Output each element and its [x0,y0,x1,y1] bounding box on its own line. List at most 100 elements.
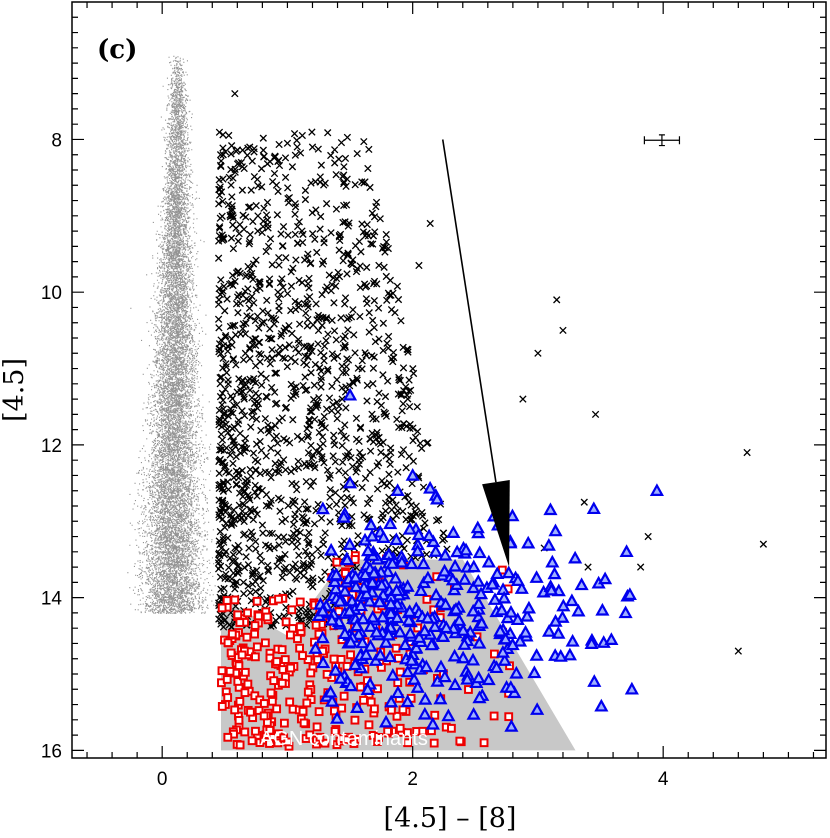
cross-point [257,381,266,389]
cross-point [252,256,260,264]
cross-point [273,439,282,447]
cross-point [288,329,296,338]
y-tick-label: 12 [41,436,62,457]
cross-point [386,460,394,469]
cross-point [376,215,384,223]
cross-point [534,349,542,357]
cross-point [329,401,337,409]
triangle-point [407,672,422,685]
square-point [226,648,236,658]
cross-point [275,261,283,269]
square-point [302,698,312,708]
cross-point [266,335,275,343]
cross-point [287,354,295,362]
cross-point [358,178,366,186]
triangle-point [390,610,405,624]
cross-point [341,294,350,302]
cross-point [251,545,260,553]
cross-point [318,260,327,268]
cross-point [245,544,253,552]
triangle-point [332,593,348,607]
cross-point [275,554,284,562]
square-point [259,711,269,721]
cross-point [329,452,337,460]
cross-point [322,315,331,323]
cross-point [279,456,288,464]
cross-point [254,212,262,220]
cross-point [285,439,294,447]
cross-point [303,322,311,330]
cross-point [375,261,383,270]
cross-point [266,235,275,243]
triangle-point [385,667,400,681]
triangle-point [504,719,519,732]
cross-point [265,529,274,537]
cross-point [426,219,434,228]
cross-point [215,191,224,199]
cross-point [304,576,313,584]
cross-point [308,128,316,136]
square-point [398,705,408,715]
triangle-point [438,597,453,610]
square-point [490,649,499,659]
square-point [233,677,243,686]
square-point [370,704,379,714]
triangle-point [622,587,637,600]
square-point [254,611,263,621]
cross-point [227,511,235,519]
triangle-point [343,634,358,648]
cross-point [366,468,374,477]
cross-point [404,492,412,500]
triangle-point [445,572,460,586]
cross-point [404,345,412,354]
cross-point [395,373,403,382]
cross-point [339,172,347,181]
x-tick-label: 2 [407,769,418,790]
cross-point [302,612,311,620]
cross-point [273,211,282,219]
cross-point [281,515,290,523]
cross-point [310,381,319,389]
cross-point [237,378,246,386]
cross-point [342,434,350,442]
square-point [329,654,339,664]
cross-point [342,404,350,412]
cross-point [359,228,368,236]
triangle-point [420,610,435,624]
y-tick-label: 10 [41,283,62,304]
cross-point [343,493,351,502]
triangle-point [417,623,432,637]
square-point [233,610,243,620]
cross-point [384,332,393,341]
cross-point [329,274,338,282]
triangle-point [413,583,429,597]
cross-point [315,314,323,323]
cross-point [324,367,332,375]
cross-point [342,383,350,391]
cross-point [287,380,295,389]
cross-point [361,349,369,357]
cross-point [283,139,292,147]
cross-point [217,446,225,454]
cross-point [245,304,254,312]
triangle-point [481,554,496,568]
square-point [259,699,269,708]
square-point [403,738,413,748]
axes-frame [71,1,827,759]
triangle-point [503,604,519,618]
triangle-point [325,693,340,707]
square-point [242,632,252,642]
triangle-point [584,636,599,649]
cross-point [371,337,380,346]
cross-point [253,404,262,413]
cross-point [238,146,247,154]
cross-point [283,289,292,298]
triangle-point [489,660,504,674]
square-point [235,618,245,627]
cross-point [244,561,253,569]
cross-point [281,354,289,363]
cross-point [240,517,248,526]
cross-point [215,284,223,293]
cross-point [304,505,312,513]
cross-point [347,259,355,267]
